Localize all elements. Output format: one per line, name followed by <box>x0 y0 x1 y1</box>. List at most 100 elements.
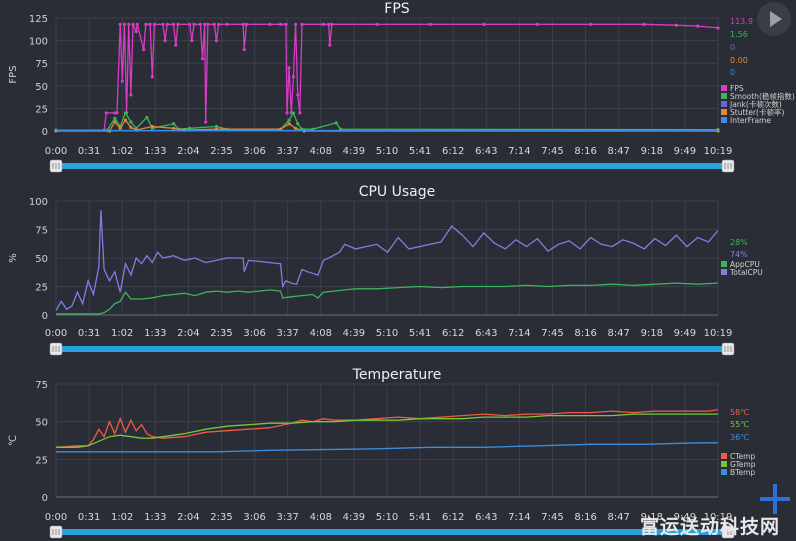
data-point <box>148 22 152 26</box>
data-point <box>104 111 108 115</box>
x-tick-label: 9:49 <box>674 512 696 523</box>
range-slider[interactable] <box>50 346 734 352</box>
data-point <box>144 22 148 26</box>
data-point <box>291 75 296 79</box>
legend-swatch <box>721 453 727 459</box>
y-tick-label: 50 <box>35 82 48 93</box>
x-tick-label: 1:33 <box>144 512 166 523</box>
series-line-gtemp <box>56 413 718 448</box>
data-point <box>131 22 135 26</box>
x-tick-label: 1:02 <box>111 146 133 157</box>
chart-1: CPU Usage% 0 25 50 75 100 0:00 0:31 1:02 1:33 2:04… <box>8 184 763 356</box>
range-slider[interactable] <box>50 529 734 535</box>
current-value: 74% <box>730 250 748 259</box>
data-point <box>293 126 298 130</box>
data-point <box>216 22 221 26</box>
series-line-appcpu <box>56 282 719 315</box>
data-point <box>135 22 139 26</box>
chart-0: FPS FPS 0 25 50 75 100 125 0:00 0:31 1:02 1:33 2:04 2… <box>8 1 795 173</box>
x-tick-label: 3:37 <box>276 512 298 523</box>
data-point <box>296 122 300 126</box>
legend-swatch <box>721 101 727 107</box>
data-point <box>291 111 296 115</box>
y-tick-label: 0 <box>42 493 48 504</box>
x-tick-label: 7:45 <box>541 328 563 339</box>
current-value: 36℃ <box>730 433 749 442</box>
x-tick-label: 4:08 <box>310 512 332 523</box>
data-point <box>129 125 133 129</box>
data-point <box>716 26 720 30</box>
x-tick-label: 9:49 <box>674 146 696 157</box>
y-tick-label: 75 <box>35 226 48 237</box>
legend-label: Jank(卡顿次数) <box>729 99 782 109</box>
data-point <box>176 22 180 26</box>
y-tick-label: 25 <box>35 455 48 466</box>
range-slider[interactable] <box>50 163 734 169</box>
x-tick-label: 2:35 <box>210 328 232 339</box>
data-point <box>296 93 300 97</box>
x-tick-label: 9:18 <box>641 512 663 523</box>
data-point <box>214 124 219 129</box>
data-point <box>482 22 486 26</box>
x-tick-label: 9:18 <box>641 146 663 157</box>
x-tick-label: 7:14 <box>508 146 530 157</box>
x-tick-label: 5:10 <box>376 512 398 523</box>
data-point <box>327 22 331 26</box>
data-point <box>150 75 154 79</box>
x-tick-label: 1:02 <box>111 512 133 523</box>
current-value: 55℃ <box>730 420 749 429</box>
x-tick-label: 1:02 <box>111 328 133 339</box>
legend-label: GTemp <box>730 460 756 469</box>
x-tick-label: 10:19 <box>704 146 733 157</box>
legend-swatch <box>721 461 727 467</box>
data-point <box>150 124 154 129</box>
legend-label: FPS <box>730 84 744 93</box>
x-tick-label: 8:16 <box>574 512 596 523</box>
chart-title: Temperature <box>352 367 442 383</box>
data-point <box>287 122 291 126</box>
data-point <box>122 22 127 26</box>
x-tick-label: 6:12 <box>442 328 464 339</box>
data-point <box>334 121 338 125</box>
plus-icon[interactable] <box>760 484 790 514</box>
y-axis-label: FPS <box>8 65 19 83</box>
current-value: 113.9 <box>730 17 753 26</box>
x-tick-label: 4:39 <box>343 146 365 157</box>
data-point <box>298 111 302 115</box>
data-point <box>321 22 325 26</box>
x-tick-label: 3:06 <box>243 146 265 157</box>
data-point <box>188 22 192 26</box>
data-point <box>172 126 176 130</box>
x-tick-label: 6:43 <box>475 512 497 523</box>
y-tick-label: 100 <box>29 37 48 48</box>
data-point <box>113 120 117 124</box>
chart-title: FPS <box>384 1 409 17</box>
play-icon[interactable] <box>757 2 791 36</box>
y-axis-label: ℃ <box>8 435 19 446</box>
x-tick-label: 8:16 <box>574 328 596 339</box>
data-point <box>285 111 289 115</box>
x-tick-label: 8:16 <box>574 146 596 157</box>
x-tick-label: 7:45 <box>541 146 563 157</box>
data-point <box>123 118 128 122</box>
data-point <box>204 120 208 124</box>
data-point <box>696 24 700 28</box>
data-point <box>118 126 122 130</box>
x-tick-label: 7:14 <box>508 512 530 523</box>
x-tick-label: 5:10 <box>376 328 398 339</box>
x-tick-label: 0:00 <box>45 328 67 339</box>
series-line-btemp <box>56 442 718 453</box>
chart-title: CPU Usage <box>359 184 436 200</box>
x-tick-label: 7:45 <box>541 512 563 523</box>
data-point <box>118 22 122 26</box>
data-point <box>293 22 298 26</box>
current-value: 0.00 <box>730 56 748 65</box>
legend-swatch <box>721 261 727 267</box>
data-point <box>161 22 165 26</box>
x-tick-label: 9:18 <box>641 328 663 339</box>
legend-swatch <box>721 469 727 475</box>
x-tick-label: 8:47 <box>607 328 629 339</box>
data-point <box>192 22 196 26</box>
data-point <box>163 39 167 43</box>
